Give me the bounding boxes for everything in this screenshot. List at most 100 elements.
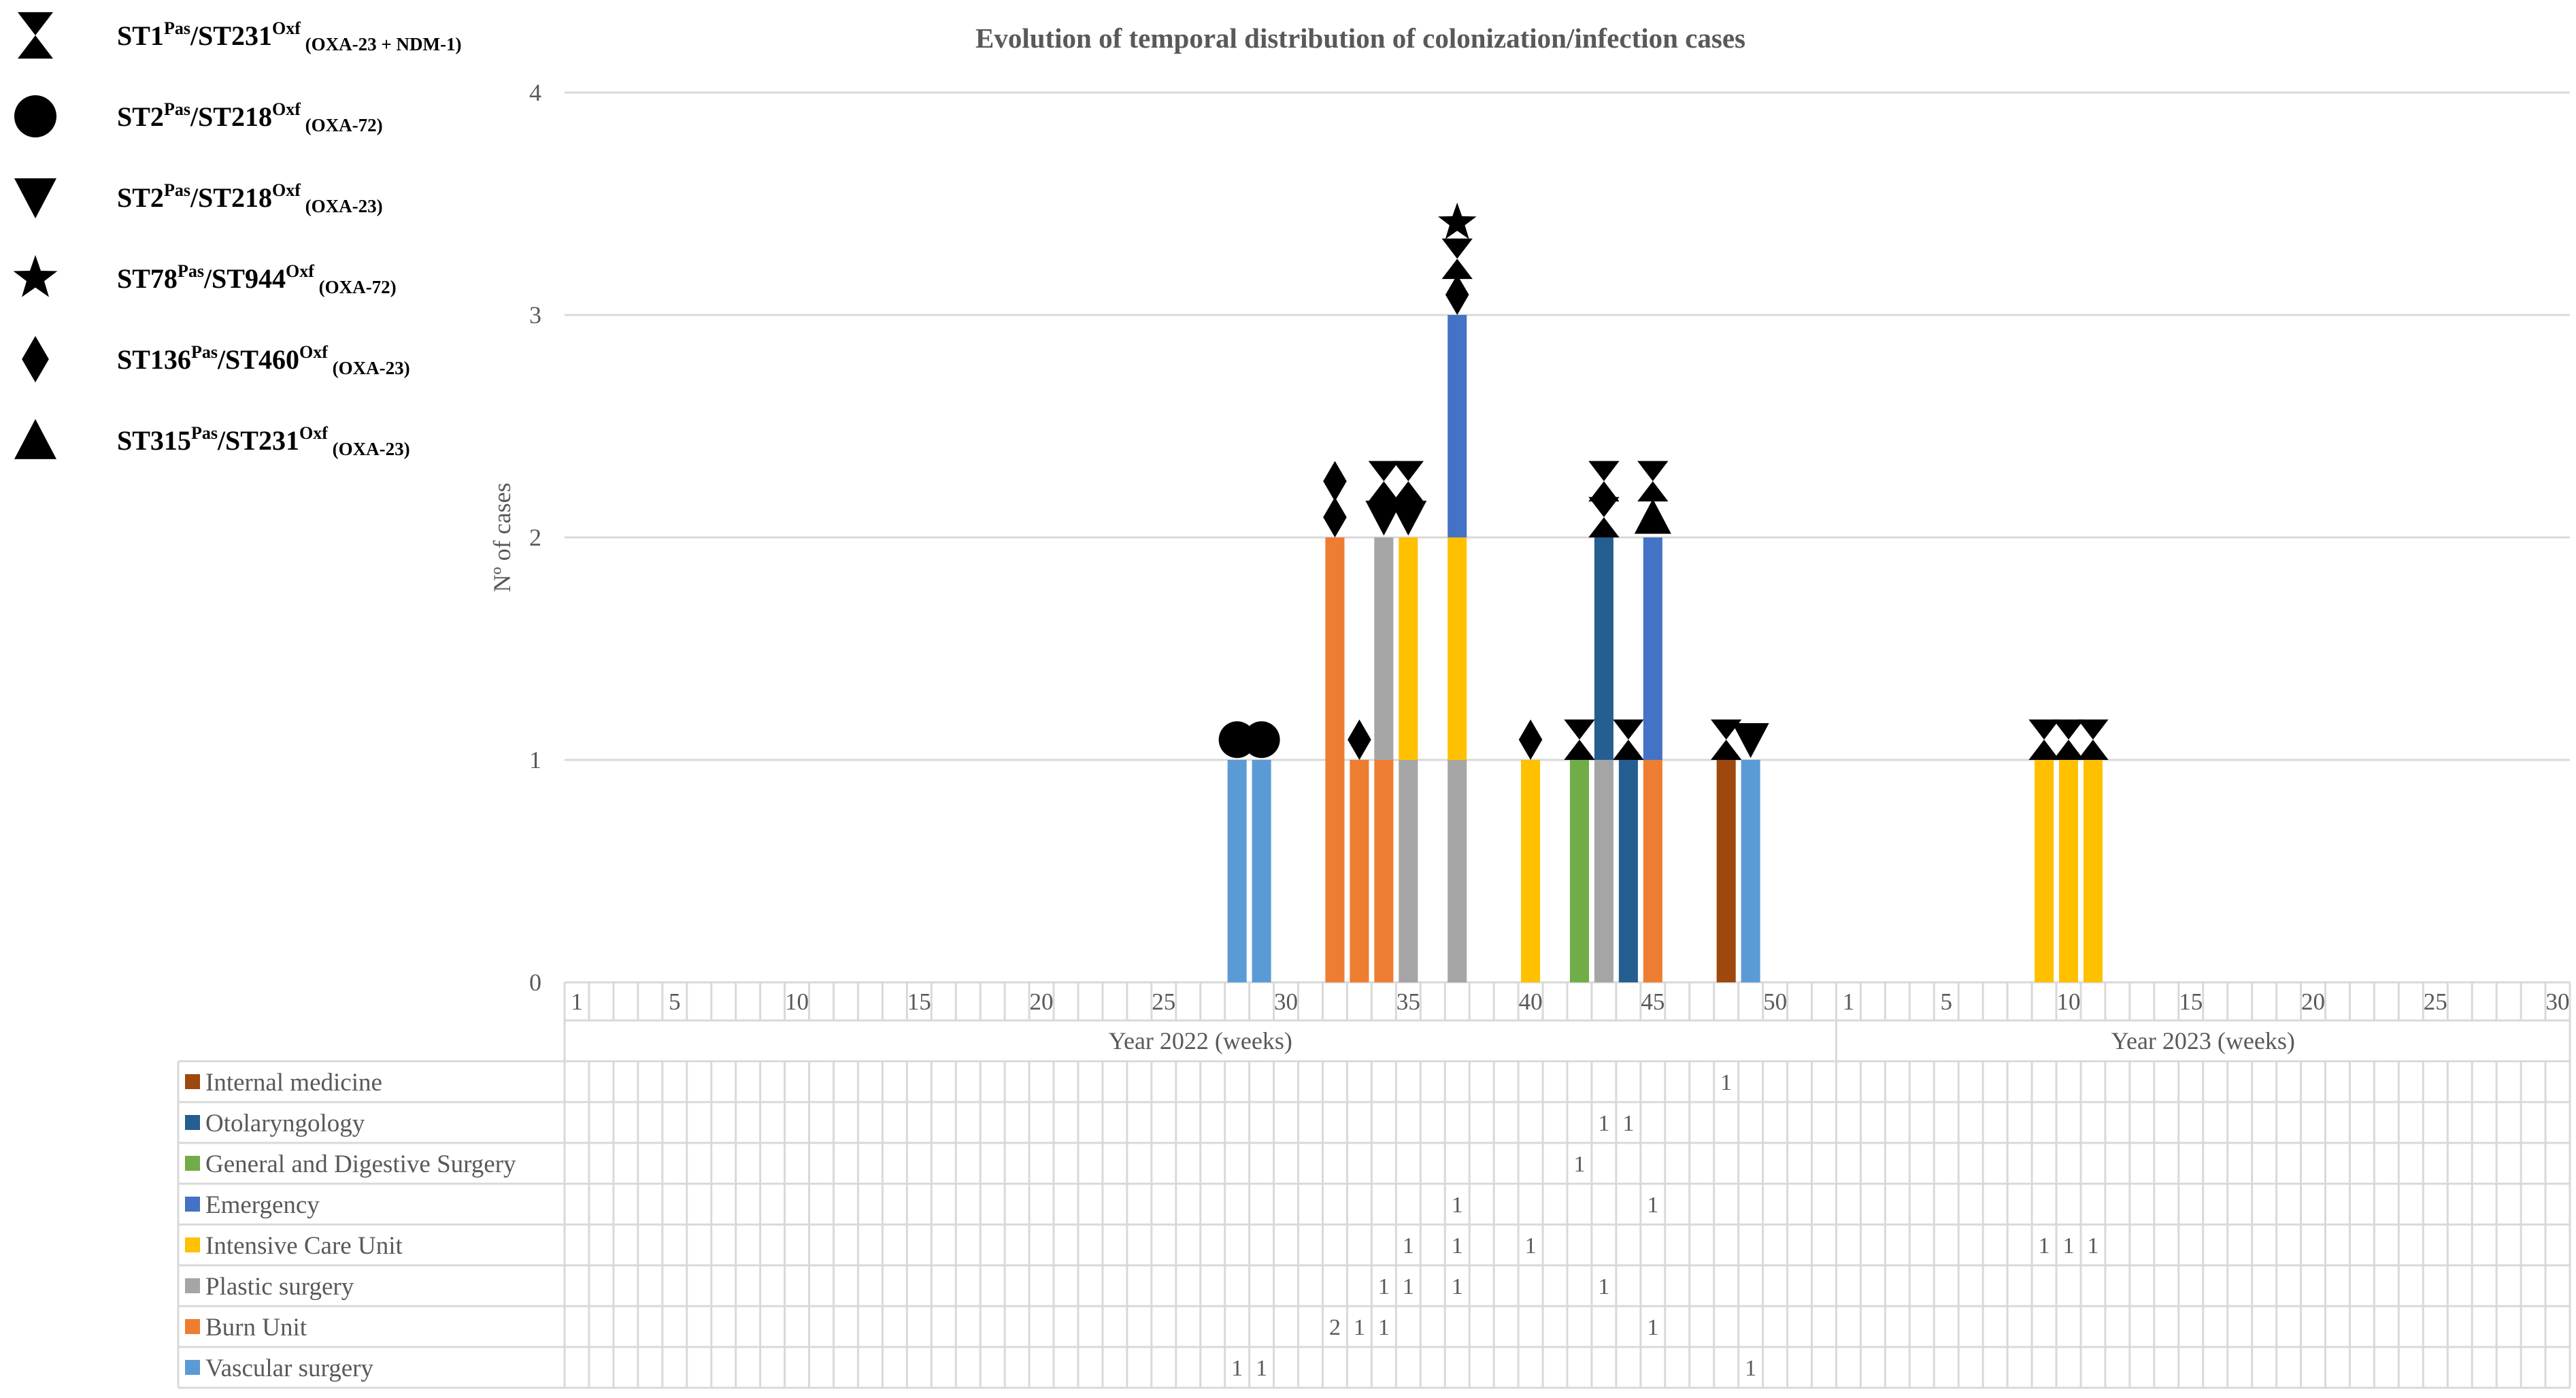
x-tick-label: 25 bbox=[1152, 988, 1175, 1015]
strain-legend: ST1Pas/ST231Oxf (OXA-23 + NDM-1) ST2Pas/S… bbox=[13, 12, 461, 459]
period-label: Year 2023 (weeks) bbox=[2111, 1027, 2295, 1054]
strain-legend-label: ST2Pas/ST218Oxf (OXA-72) bbox=[117, 99, 383, 135]
bar-segment bbox=[2083, 760, 2103, 982]
bar-segment bbox=[1716, 760, 1736, 982]
hourglass-marker bbox=[1441, 238, 1473, 280]
circle-marker bbox=[1243, 721, 1280, 759]
y-tick-label: 2 bbox=[529, 524, 541, 551]
hourglass-marker bbox=[1564, 719, 1595, 760]
table-row-label: Emergency bbox=[205, 1191, 320, 1219]
table-cell-value: 1 bbox=[1622, 1111, 1634, 1136]
bars bbox=[1227, 315, 2103, 982]
hourglass-marker bbox=[1368, 461, 1400, 502]
chart-title: Evolution of temporal distribution of co… bbox=[975, 22, 1745, 54]
table-legend-key bbox=[185, 1278, 200, 1293]
x-tick-label: 5 bbox=[669, 988, 681, 1015]
table-cell-value: 1 bbox=[1598, 1274, 1609, 1299]
bar-segment bbox=[1325, 537, 1345, 982]
x-tick-label: 1 bbox=[1843, 988, 1855, 1015]
gridlines: 0 1 2 3 4 bbox=[529, 79, 2570, 996]
triangle-up-legend-icon bbox=[14, 419, 56, 459]
x-tick-label: 40 bbox=[1519, 988, 1543, 1015]
bar-segment bbox=[1521, 760, 1541, 982]
y-tick-label: 1 bbox=[529, 746, 541, 773]
table-cell-value: 1 bbox=[2063, 1233, 2075, 1259]
x-tick-label: 5 bbox=[1940, 988, 1952, 1015]
bar-segment bbox=[1350, 760, 1369, 982]
x-tick-label: 10 bbox=[785, 988, 809, 1015]
hourglass-marker bbox=[2077, 719, 2109, 760]
table-legend-key bbox=[185, 1115, 200, 1130]
bar-segment bbox=[1252, 760, 1271, 982]
table-cell-value: 1 bbox=[1745, 1356, 1756, 1381]
bar-segment bbox=[1594, 537, 1613, 760]
table-row-label: General and Digestive Surgery bbox=[205, 1150, 516, 1178]
triangle-down-marker bbox=[1390, 501, 1427, 536]
triangle-down-marker bbox=[1365, 501, 1403, 536]
bar-segment bbox=[1569, 760, 1589, 982]
table-cell-value: 1 bbox=[1452, 1233, 1463, 1259]
table-legend-key bbox=[185, 1074, 200, 1089]
star-legend-icon bbox=[13, 254, 58, 297]
x-axis: Year 2022 (weeks)1 5 10 15 20 25 30 35 40 45 50Yea… bbox=[563, 982, 2571, 1063]
table-row-label: Intensive Care Unit bbox=[205, 1232, 403, 1260]
x-tick-label: 50 bbox=[1763, 988, 1787, 1015]
table-cell-value: 1 bbox=[1354, 1315, 1365, 1340]
triangle-down-legend-icon bbox=[14, 178, 56, 218]
y-axis-label: Nº of cases bbox=[488, 482, 516, 592]
x-tick-label: 30 bbox=[2546, 988, 2570, 1015]
x-tick-label: 15 bbox=[907, 988, 931, 1015]
table-legend-key bbox=[185, 1319, 200, 1334]
bar-segment bbox=[1399, 537, 1418, 760]
bar-segment bbox=[1374, 760, 1394, 982]
table-row-label: Internal medicine bbox=[205, 1069, 382, 1097]
x-tick-label: 20 bbox=[2301, 988, 2325, 1015]
bar-segment bbox=[1741, 760, 1760, 982]
bar-segment bbox=[1448, 315, 1467, 537]
table-cell-value: 1 bbox=[1647, 1315, 1658, 1340]
table-cell-value: 1 bbox=[1598, 1111, 1609, 1136]
hourglass-marker bbox=[1711, 719, 1742, 760]
triangle-up-marker bbox=[1634, 499, 1671, 534]
diamond-marker bbox=[1518, 719, 1543, 760]
bar-segment bbox=[1448, 537, 1467, 760]
table-cell-value: 1 bbox=[1647, 1193, 1658, 1218]
x-tick-label: 25 bbox=[2424, 988, 2447, 1015]
table-legend-key bbox=[185, 1360, 200, 1375]
x-tick-label: 1 bbox=[571, 988, 583, 1015]
table-cell-value: 1 bbox=[1378, 1315, 1390, 1340]
strain-markers bbox=[1218, 202, 2109, 760]
x-tick-label: 45 bbox=[1641, 988, 1665, 1015]
hourglass-marker bbox=[1637, 461, 1669, 502]
strain-legend-label: ST1Pas/ST231Oxf (OXA-23 + NDM-1) bbox=[117, 18, 461, 54]
table-cell-value: 1 bbox=[1525, 1233, 1537, 1259]
diamond-legend-icon bbox=[22, 335, 49, 383]
table-cell-value: 1 bbox=[1452, 1274, 1463, 1299]
bar-segment bbox=[1227, 760, 1247, 982]
strain-legend-label: ST78Pas/ST944Oxf (OXA-72) bbox=[117, 261, 397, 297]
y-tick-label: 4 bbox=[529, 79, 541, 106]
y-tick-label: 3 bbox=[529, 301, 541, 329]
bar-segment bbox=[2058, 760, 2079, 982]
diamond-marker bbox=[1445, 274, 1469, 315]
hourglass-legend-icon bbox=[17, 12, 54, 59]
circle-legend-icon bbox=[14, 95, 56, 137]
table-cell-value: 1 bbox=[1256, 1356, 1267, 1381]
bar-segment bbox=[1643, 760, 1662, 982]
x-tick-label: 20 bbox=[1030, 988, 1054, 1015]
strain-legend-label: ST2Pas/ST218Oxf (OXA-23) bbox=[117, 180, 383, 216]
table-legend-key bbox=[185, 1197, 200, 1212]
bar-segment bbox=[1594, 760, 1613, 982]
bar-segment bbox=[1374, 537, 1394, 760]
hourglass-marker bbox=[1588, 461, 1620, 502]
x-tick-label: 10 bbox=[2057, 988, 2081, 1015]
table-cell-value: 1 bbox=[1403, 1233, 1414, 1259]
table-cell-value: 1 bbox=[2039, 1233, 2050, 1259]
table-cell-value: 1 bbox=[1720, 1070, 1732, 1095]
period-label: Year 2022 (weeks) bbox=[1109, 1027, 1292, 1054]
table-cell-value: 1 bbox=[1452, 1193, 1463, 1218]
hourglass-marker bbox=[2028, 719, 2060, 760]
diamond-marker bbox=[1323, 461, 1347, 502]
x-tick-label: 15 bbox=[2179, 988, 2203, 1015]
